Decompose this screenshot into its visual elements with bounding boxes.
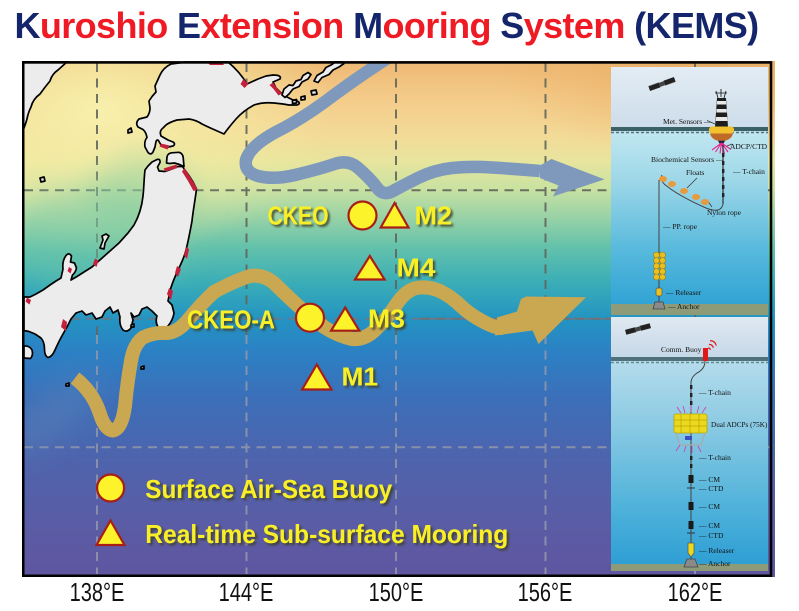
svg-text:M1: M1 xyxy=(342,362,379,392)
svg-text:M4: M4 xyxy=(397,253,437,283)
svg-text:Real-time Sub-surface Mooring: Real-time Sub-surface Mooring xyxy=(145,519,508,549)
svg-text:CKEO-A: CKEO-A xyxy=(187,305,275,335)
svg-text:Surface Air-Sea Buoy: Surface Air-Sea Buoy xyxy=(145,474,392,504)
svg-text:M3: M3 xyxy=(368,304,405,334)
svg-text:CKEO: CKEO xyxy=(268,201,329,231)
svg-text:M2: M2 xyxy=(415,201,453,231)
